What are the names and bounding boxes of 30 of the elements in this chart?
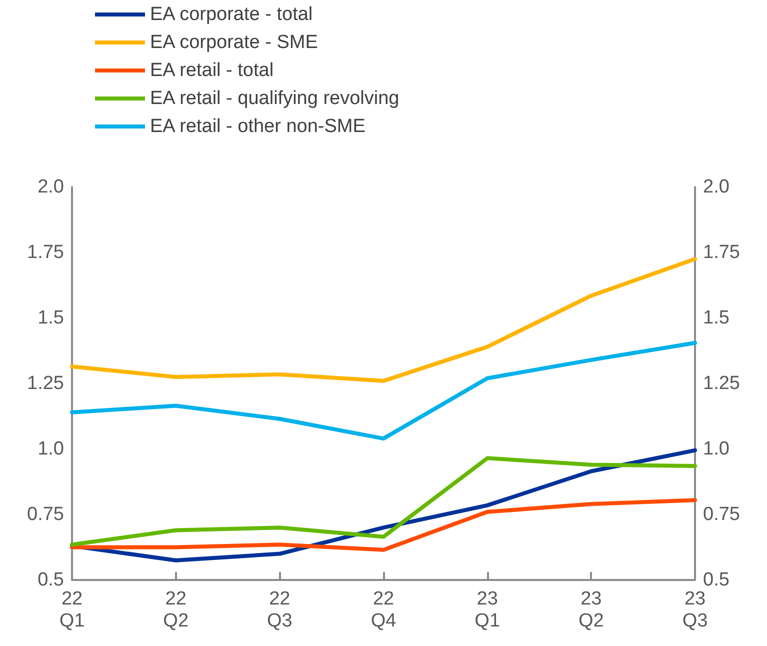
- y-tick-label: 2.0: [38, 176, 64, 198]
- legend-label: EA corporate - SME: [150, 32, 318, 53]
- y2-tick-label: 0.75: [703, 504, 740, 525]
- y-tick-label: 1.75: [27, 242, 64, 263]
- line-series: [70, 257, 697, 383]
- y2-tick-label: 1.0: [703, 438, 730, 460]
- x-tick-label: 22 Q4: [370, 588, 397, 632]
- x-tick-label: 23 Q3: [682, 588, 708, 632]
- x-tick-label: 22 Q2: [163, 588, 189, 632]
- legend-label: EA retail - total: [150, 60, 274, 81]
- y2-tick-label: 1.75: [703, 242, 740, 263]
- y2-tick-label: 2.0: [703, 176, 730, 198]
- y2-tick-label: 0.5: [703, 570, 730, 590]
- y-tick-label: 1.5: [38, 308, 64, 328]
- y2-tick-label: 1.25: [703, 373, 740, 394]
- x-tick-label: 22 Q1: [59, 588, 85, 632]
- y-tick-label: 1.25: [27, 373, 64, 394]
- line-series: [70, 456, 697, 547]
- x-tick-label: 23 Q2: [578, 588, 604, 632]
- y2-tick-label: 1.5: [703, 308, 730, 328]
- legend-label: EA retail - qualifying revolving: [150, 88, 400, 109]
- line-series: [70, 340, 697, 441]
- y-tick-label: 0.75: [27, 504, 64, 525]
- legend-label: EA retail - other non-SME: [150, 116, 366, 137]
- legend-label: EA corporate - total: [150, 4, 313, 25]
- y-tick-label: 0.5: [38, 570, 64, 590]
- line-series: [70, 498, 697, 552]
- y-tick-label: 1.0: [38, 438, 64, 460]
- x-tick-label: 22 Q3: [266, 588, 292, 632]
- x-tick-label: 23 Q1: [474, 588, 500, 632]
